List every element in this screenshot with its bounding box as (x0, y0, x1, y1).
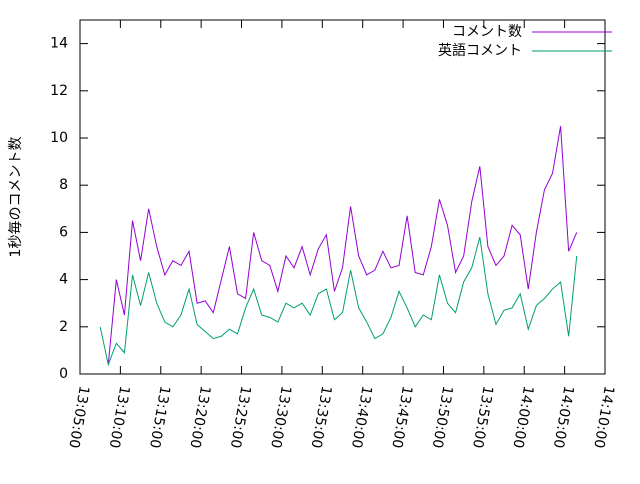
plot-frame (79, 19, 606, 375)
x-tick-label: 14:00:00 (509, 385, 536, 450)
x-tick-label: 13:40:00 (348, 385, 375, 450)
y-tick-label: 12 (50, 83, 68, 99)
legend-label: コメント数 (452, 24, 522, 40)
x-tick-label: 13:35:00 (308, 385, 335, 450)
x-tick-label: 13:50:00 (429, 385, 456, 450)
y-tick-label: 4 (59, 272, 68, 288)
y-axis-label: 1秒毎のコメント数 (8, 137, 24, 258)
y-tick-label: 2 (59, 319, 68, 335)
data-line (99, 236, 578, 367)
data-line (107, 126, 578, 365)
y-tick-label: 6 (59, 224, 68, 240)
y-tick-label: 8 (59, 177, 68, 193)
x-tick-label: 13:15:00 (146, 385, 173, 450)
x-tick-label: 13:20:00 (186, 385, 213, 450)
legend-label: 英語コメント (438, 42, 522, 59)
x-tick-label: 13:45:00 (388, 385, 415, 450)
y-tick-label: 10 (50, 130, 68, 146)
x-tick-label: 13:10:00 (106, 385, 133, 450)
x-tick-label: 13:55:00 (469, 385, 496, 450)
x-tick-label: 13:05:00 (65, 385, 92, 450)
y-tick-label: 0 (59, 366, 68, 382)
y-tick-label: 14 (50, 36, 68, 52)
x-tick-label: 14:10:00 (590, 385, 617, 450)
x-tick-label: 14:05:00 (550, 385, 577, 450)
x-tick-label: 13:25:00 (227, 385, 254, 450)
x-tick-label: 13:30:00 (267, 385, 294, 450)
